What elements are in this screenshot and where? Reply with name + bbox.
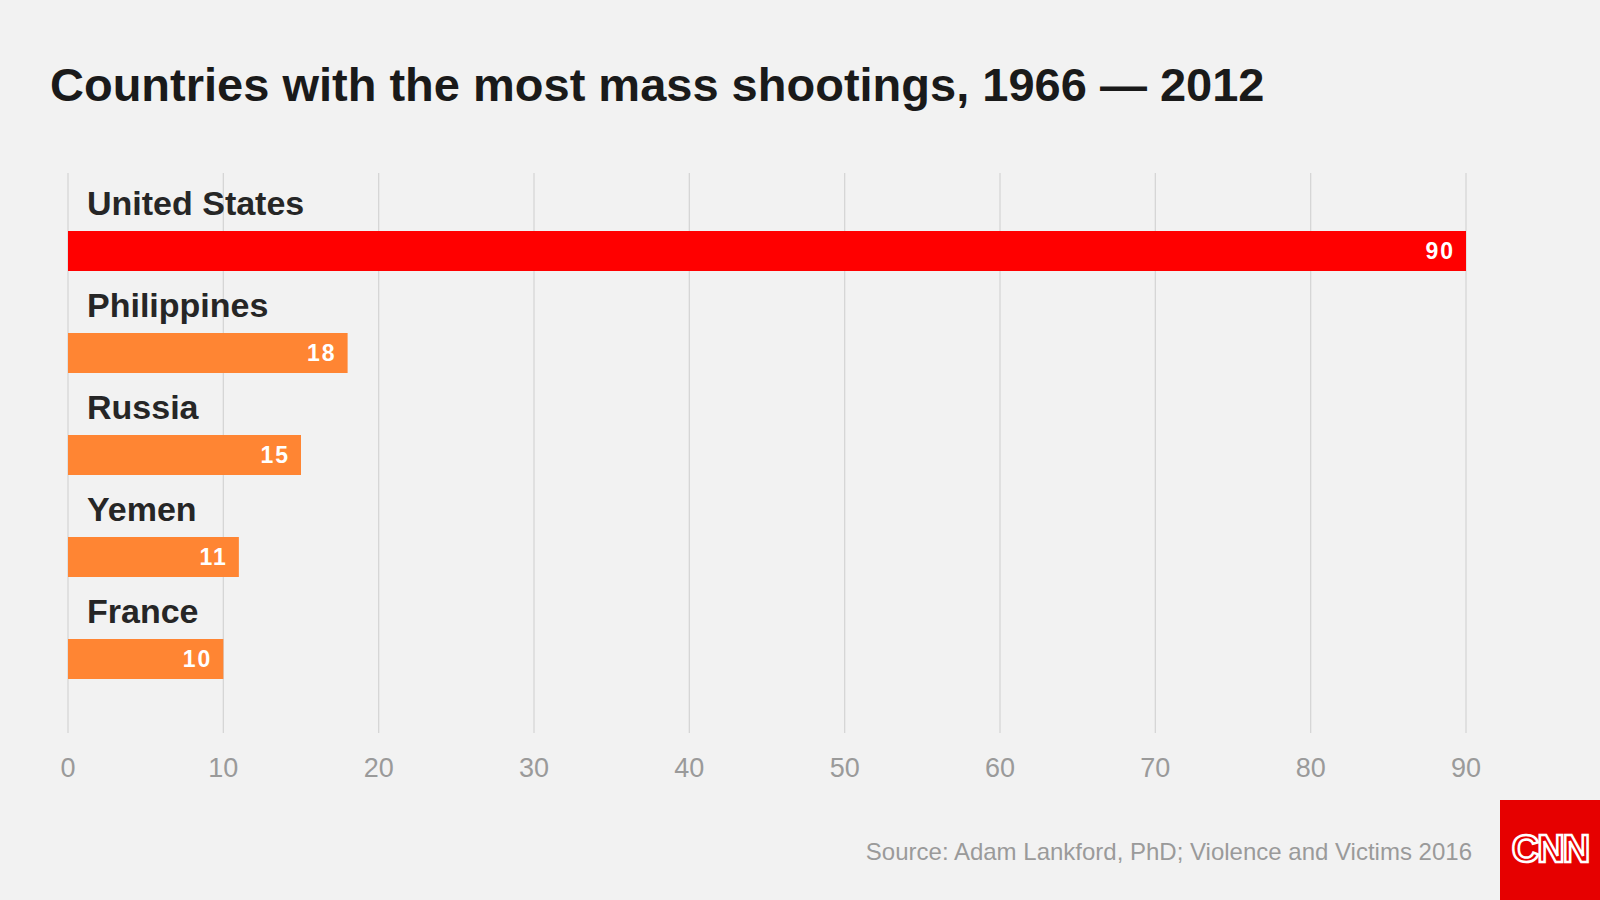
data-label: 10 xyxy=(183,646,213,672)
chart: Countries with the most mass shootings, … xyxy=(0,0,1600,900)
data-label: 11 xyxy=(200,544,228,570)
logo-box xyxy=(1500,800,1600,900)
tick-label: 60 xyxy=(985,753,1015,783)
tick-label: 70 xyxy=(1140,753,1170,783)
bars xyxy=(68,231,1466,679)
category-label: Yemen xyxy=(87,490,197,528)
category-label: Russia xyxy=(87,388,200,426)
bar xyxy=(68,639,223,679)
tick-label: 10 xyxy=(208,753,238,783)
category-label: United States xyxy=(87,184,304,222)
source: Source: Adam Lankford, PhD; Violence and… xyxy=(866,838,1472,865)
bar xyxy=(68,231,1466,271)
data-label: 15 xyxy=(260,442,290,468)
bar xyxy=(68,537,239,577)
tick-label: 20 xyxy=(364,753,394,783)
labels: United States 90 Philippines 18 Russia 15 Yeme… xyxy=(87,184,1455,672)
logo: CNN xyxy=(1512,828,1588,870)
tick-label: 90 xyxy=(1451,753,1481,783)
data-label: 90 xyxy=(1425,238,1455,264)
background xyxy=(0,0,1600,900)
data-label: 18 xyxy=(307,340,337,366)
tick-label: 80 xyxy=(1296,753,1326,783)
bar xyxy=(68,435,301,475)
tick-label: 0 xyxy=(60,753,75,783)
tick-label: 40 xyxy=(674,753,704,783)
bar xyxy=(68,333,348,373)
title: Countries with the most mass shootings, … xyxy=(50,58,1265,111)
category-label: France xyxy=(87,592,199,630)
tick-label: 30 xyxy=(519,753,549,783)
grid xyxy=(68,173,1466,733)
tick-label: 50 xyxy=(830,753,860,783)
category-label: Philippines xyxy=(87,286,268,324)
